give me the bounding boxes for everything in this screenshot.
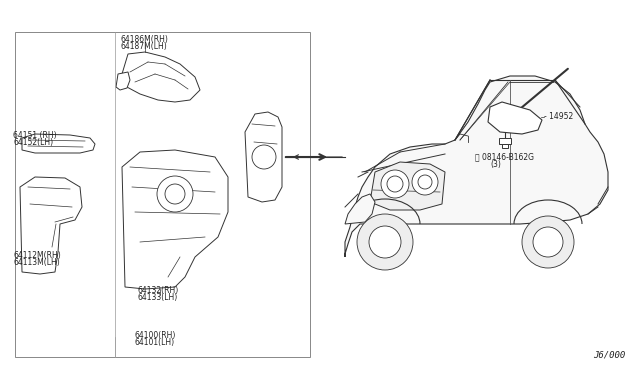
Polygon shape: [488, 102, 542, 134]
Polygon shape: [122, 52, 200, 102]
Circle shape: [157, 176, 193, 212]
Text: 64151 (RH): 64151 (RH): [13, 131, 56, 140]
Text: 64133(LH): 64133(LH): [138, 293, 179, 302]
Polygon shape: [22, 134, 95, 153]
Polygon shape: [122, 150, 228, 289]
Polygon shape: [116, 72, 130, 90]
Text: J6/000: J6/000: [593, 351, 625, 360]
Text: 64152(LH): 64152(LH): [13, 138, 53, 147]
Polygon shape: [245, 112, 282, 202]
Polygon shape: [499, 138, 511, 144]
Circle shape: [533, 227, 563, 257]
Text: 64112M(RH): 64112M(RH): [13, 251, 61, 260]
Text: 64187M(LH): 64187M(LH): [120, 42, 167, 51]
Text: 64113M(LH): 64113M(LH): [13, 258, 60, 267]
Text: Ⓑ 08146-B162G: Ⓑ 08146-B162G: [475, 153, 534, 161]
Polygon shape: [345, 194, 375, 224]
Text: 64100(RH): 64100(RH): [134, 331, 176, 340]
Polygon shape: [502, 144, 508, 148]
Circle shape: [387, 176, 403, 192]
Circle shape: [369, 226, 401, 258]
Text: (3): (3): [490, 160, 501, 169]
Circle shape: [165, 184, 185, 204]
Polygon shape: [345, 76, 608, 257]
Polygon shape: [370, 162, 445, 210]
Circle shape: [381, 170, 409, 198]
Bar: [15, 32, 310, 357]
Text: 64132(RH): 64132(RH): [138, 286, 179, 295]
Circle shape: [522, 216, 574, 268]
Polygon shape: [20, 177, 82, 274]
Text: 64186M(RH): 64186M(RH): [120, 35, 168, 44]
Circle shape: [357, 214, 413, 270]
Circle shape: [412, 169, 438, 195]
Circle shape: [252, 145, 276, 169]
Text: 64101(LH): 64101(LH): [135, 338, 175, 347]
Circle shape: [418, 175, 432, 189]
Text: - 14952: - 14952: [544, 112, 573, 121]
